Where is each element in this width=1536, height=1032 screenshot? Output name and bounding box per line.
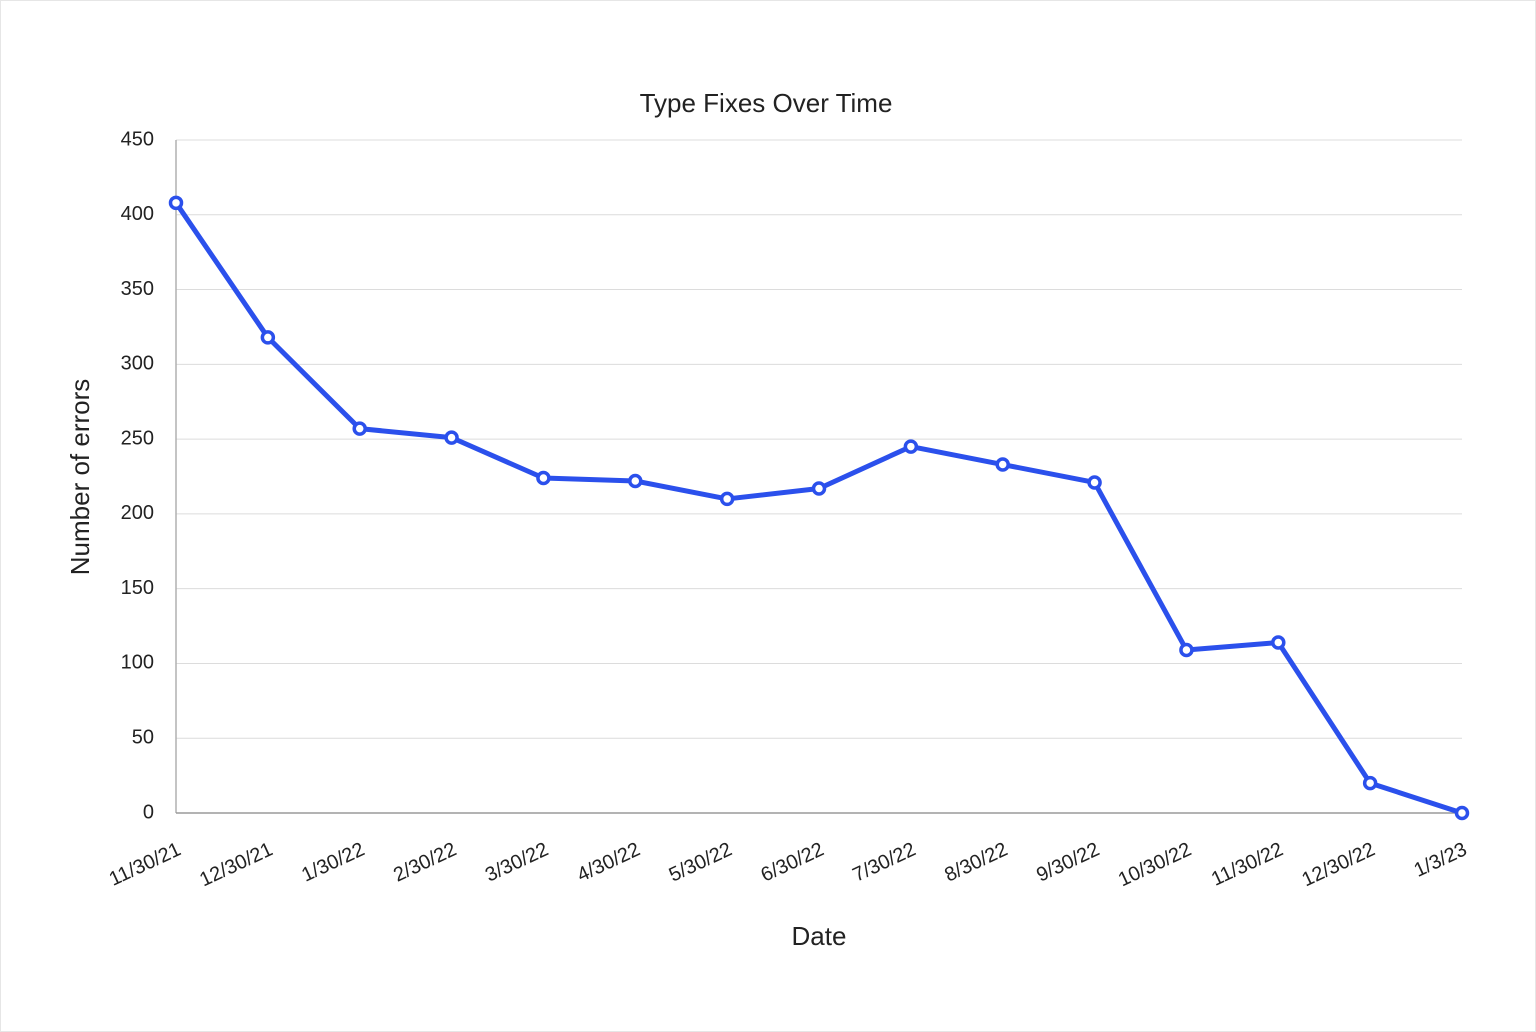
y-tick-label: 0	[143, 801, 154, 823]
y-tick-label: 400	[121, 203, 154, 225]
chart-title: Type Fixes Over Time	[640, 88, 893, 118]
y-tick-label: 200	[121, 502, 154, 524]
point	[995, 457, 1010, 472]
y-tick-label: 350	[121, 278, 154, 300]
point	[260, 330, 276, 345]
point	[1179, 642, 1194, 658]
point	[444, 430, 459, 445]
point	[352, 421, 367, 436]
y-tick-label: 450	[121, 128, 154, 150]
point	[719, 491, 735, 507]
y-tick-label: 300	[121, 353, 154, 375]
point	[1362, 775, 1378, 791]
x-axis-label: Date	[792, 921, 847, 951]
point	[1087, 475, 1102, 490]
point	[1271, 635, 1286, 650]
point	[628, 473, 643, 489]
point	[168, 195, 184, 211]
y-tick-label: 50	[132, 727, 154, 749]
point	[903, 439, 919, 454]
point	[536, 470, 551, 486]
y-axis-label: Number of errors	[65, 379, 95, 576]
point	[1454, 805, 1470, 821]
y-tick-label: 150	[121, 577, 154, 599]
point	[811, 481, 827, 496]
y-tick-label: 250	[121, 427, 154, 449]
y-tick-label: 100	[121, 652, 154, 674]
